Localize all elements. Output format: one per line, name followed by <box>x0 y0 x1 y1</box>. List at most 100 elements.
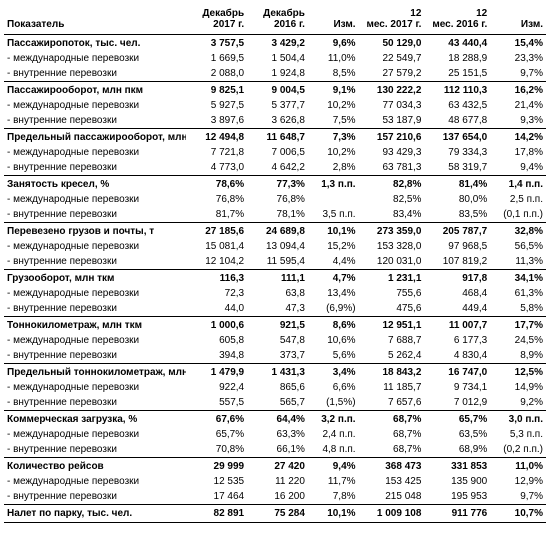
section-1-row-1-v5: 9,3% <box>490 113 546 129</box>
total-row: Налет по парку, тыс. чел.82 89175 28410,… <box>4 505 546 523</box>
section-8-v3: 68,7% <box>359 411 425 428</box>
section-8: Коммерческая загрузка, %67,6%64,4%3,2 п.… <box>4 411 546 428</box>
section-8-row-1-v1: 66,1% <box>247 442 308 458</box>
section-6-row-1-v0: 394,8 <box>186 348 247 364</box>
section-3-row-1-v4: 83,5% <box>424 207 490 223</box>
section-5-row-0-v0: 72,3 <box>186 286 247 301</box>
section-5-v1: 111,1 <box>247 270 308 287</box>
section-9-v3: 368 473 <box>359 458 425 475</box>
section-1-row-0-v0: 5 927,5 <box>186 98 247 113</box>
section-2-row-1-label: - внутренние перевозки <box>4 160 186 176</box>
section-1-row-0-label: - международные перевозки <box>4 98 186 113</box>
section-5-v4: 917,8 <box>424 270 490 287</box>
section-6: Тоннокилометраж, млн ткм1 000,6921,58,6%… <box>4 317 546 334</box>
section-4-row-0-v0: 15 081,4 <box>186 239 247 254</box>
section-5-v3: 1 231,1 <box>359 270 425 287</box>
section-1-row-0-v2: 10,2% <box>308 98 359 113</box>
section-6-row-0-v3: 7 688,7 <box>359 333 425 348</box>
section-5-row-0-v5: 61,3% <box>490 286 546 301</box>
section-0-row-1-v2: 8,5% <box>308 66 359 82</box>
total-row-v2: 10,1% <box>308 505 359 523</box>
section-8-v4: 65,7% <box>424 411 490 428</box>
section-8-v1: 64,4% <box>247 411 308 428</box>
section-8-row-1-v2: 4,8 п.п. <box>308 442 359 458</box>
section-3-row-0-v1: 76,8% <box>247 192 308 207</box>
section-9-row-0-v5: 12,9% <box>490 474 546 489</box>
section-0-row-0-v4: 18 288,9 <box>424 51 490 66</box>
total-row-label: Налет по парку, тыс. чел. <box>4 505 186 523</box>
section-9-v2: 9,4% <box>308 458 359 475</box>
section-6-row-0-label: - международные перевозки <box>4 333 186 348</box>
section-1-row-0-v3: 77 034,3 <box>359 98 425 113</box>
section-1-row-1-v2: 7,5% <box>308 113 359 129</box>
section-3-v1: 77,3% <box>247 176 308 193</box>
section-3-v3: 82,8% <box>359 176 425 193</box>
section-5-row-1-v2: (6,9%) <box>308 301 359 317</box>
section-0-row-1-v0: 2 088,0 <box>186 66 247 82</box>
section-2-row-1-v3: 63 781,3 <box>359 160 425 176</box>
section-5-row-0-v1: 63,8 <box>247 286 308 301</box>
section-4-row-1-label: - внутренние перевозки <box>4 254 186 270</box>
section-2-row-0-v0: 7 721,8 <box>186 145 247 160</box>
section-9-row-1-v0: 17 464 <box>186 489 247 505</box>
section-7-row-0-v5: 14,9% <box>490 380 546 395</box>
section-4-row-1: - внутренние перевозки12 104,211 595,44,… <box>4 254 546 270</box>
operational-table: Показатель Декабрь2017 г. Декабрь2016 г.… <box>4 4 546 523</box>
section-7-row-0-v3: 11 185,7 <box>359 380 425 395</box>
section-6-row-1: - внутренние перевозки394,8373,75,6%5 26… <box>4 348 546 364</box>
section-3-row-0-v2 <box>308 192 359 207</box>
section-1-v1: 9 004,5 <box>247 82 308 99</box>
section-6-row-1-v5: 8,9% <box>490 348 546 364</box>
section-6-v1: 921,5 <box>247 317 308 334</box>
section-4-v2: 10,1% <box>308 223 359 240</box>
section-0-row-0-v1: 1 504,4 <box>247 51 308 66</box>
section-6-row-0-v5: 24,5% <box>490 333 546 348</box>
section-0-v0: 3 757,5 <box>186 35 247 52</box>
section-9-v4: 331 853 <box>424 458 490 475</box>
section-9-row-0-v3: 153 425 <box>359 474 425 489</box>
section-3-row-0-v0: 76,8% <box>186 192 247 207</box>
section-4-row-0: - международные перевозки15 081,413 094,… <box>4 239 546 254</box>
section-8-row-1-v5: (0,2 п.п.) <box>490 442 546 458</box>
section-1-row-1-v1: 3 626,8 <box>247 113 308 129</box>
section-0: Пассажиропоток, тыс. чел.3 757,53 429,29… <box>4 35 546 52</box>
section-2-row-0-v3: 93 429,3 <box>359 145 425 160</box>
section-6-row-1-v1: 373,7 <box>247 348 308 364</box>
section-7-label: Предельный тоннокилометраж, млн ткм <box>4 364 186 381</box>
section-8-row-1-v4: 68,9% <box>424 442 490 458</box>
section-1-v5: 16,2% <box>490 82 546 99</box>
section-7-row-0-v2: 6,6% <box>308 380 359 395</box>
section-2-row-0-v2: 10,2% <box>308 145 359 160</box>
section-7-row-0-v0: 922,4 <box>186 380 247 395</box>
section-3-v0: 78,6% <box>186 176 247 193</box>
section-2-row-1-v1: 4 642,2 <box>247 160 308 176</box>
section-0-row-1-v5: 9,7% <box>490 66 546 82</box>
section-7-v1: 1 431,3 <box>247 364 308 381</box>
section-0-row-1-v4: 25 151,5 <box>424 66 490 82</box>
col-chg2-header: Изм. <box>490 4 546 35</box>
section-7-row-0: - международные перевозки922,4865,66,6%1… <box>4 380 546 395</box>
section-9-row-0-v1: 11 220 <box>247 474 308 489</box>
section-3-row-1-label: - внутренние перевозки <box>4 207 186 223</box>
section-2-v0: 12 494,8 <box>186 129 247 146</box>
section-0-row-0-v2: 11,0% <box>308 51 359 66</box>
section-1-v0: 9 825,1 <box>186 82 247 99</box>
section-9-row-0-v4: 135 900 <box>424 474 490 489</box>
section-8-row-0-v4: 63,5% <box>424 427 490 442</box>
section-3-row-1-v3: 83,4% <box>359 207 425 223</box>
section-2-row-0-v4: 79 334,3 <box>424 145 490 160</box>
section-2-row-0-label: - международные перевозки <box>4 145 186 160</box>
section-8-row-0-v5: 5,3 п.п. <box>490 427 546 442</box>
section-2-row-1: - внутренние перевозки4 773,04 642,22,8%… <box>4 160 546 176</box>
section-3-row-0-v4: 80,0% <box>424 192 490 207</box>
section-1-row-1-v0: 3 897,6 <box>186 113 247 129</box>
section-6-row-0: - международные перевозки605,8547,810,6%… <box>4 333 546 348</box>
total-row-v3: 1 009 108 <box>359 505 425 523</box>
section-4-row-1-v5: 11,3% <box>490 254 546 270</box>
section-6-row-1-v2: 5,6% <box>308 348 359 364</box>
section-2-row-1-v5: 9,4% <box>490 160 546 176</box>
section-2-row-0-v5: 17,8% <box>490 145 546 160</box>
section-9: Количество рейсов29 99927 4209,4%368 473… <box>4 458 546 475</box>
section-9-v5: 11,0% <box>490 458 546 475</box>
section-7-row-1-v1: 565,7 <box>247 395 308 411</box>
